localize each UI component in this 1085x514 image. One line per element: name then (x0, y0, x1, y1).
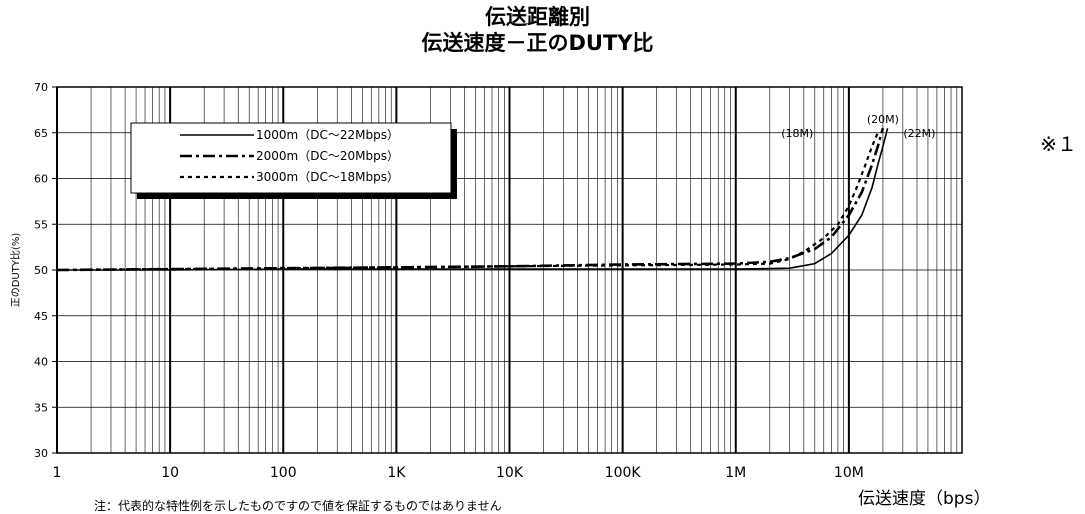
y-tick-label: 60 (34, 173, 48, 186)
y-tick-label: 65 (34, 127, 48, 140)
disclaimer-note: 注：代表的な特性例を示したものですので値を保証するものではありません (94, 499, 502, 513)
x-tick-label: 100 (270, 465, 297, 481)
legend-label-1: 1000m（DC～22Mbps） (256, 128, 399, 142)
x-tick-label: 10K (496, 465, 524, 481)
x-tick-label: 1M (725, 465, 746, 481)
x-tick-label: 10M (834, 465, 864, 481)
annotation-1: (20M) (867, 113, 899, 126)
y-tick-label: 40 (34, 356, 48, 369)
y-tick-label: 35 (34, 401, 48, 414)
series-line-1 (57, 128, 889, 271)
annotation-2: (18M) (781, 127, 813, 140)
x-tick-label: 10 (161, 465, 179, 481)
x-tick-label: 1K (387, 465, 406, 481)
legend-label-2: 2000m（DC～20Mbps） (256, 149, 399, 163)
x-tick-label: 1 (53, 465, 62, 481)
y-tick-label: 50 (34, 264, 48, 277)
chart-subtitle: 伝送速度－正のDUTY比 (421, 31, 654, 55)
chart-title: 伝送距離別 (485, 5, 590, 29)
y-tick-label: 30 (34, 447, 48, 460)
annotation-3: (22M) (903, 127, 935, 140)
y-tick-label: 70 (34, 81, 48, 94)
x-axis-label: 伝送速度（bps） (858, 489, 991, 509)
legend-label-3: 3000m（DC～18Mbps） (256, 170, 399, 184)
y-axis-label: 正のDUTY比(%) (10, 233, 22, 308)
y-tick-label: 45 (34, 310, 48, 323)
y-tick-label: 55 (34, 218, 48, 231)
legend: 1000m（DC～22Mbps） 2000m（DC～20Mbps） 3000m（DC… (130, 122, 457, 199)
x-tick-label: 100K (605, 465, 642, 481)
footnote-mark: ※１ (1040, 132, 1077, 156)
